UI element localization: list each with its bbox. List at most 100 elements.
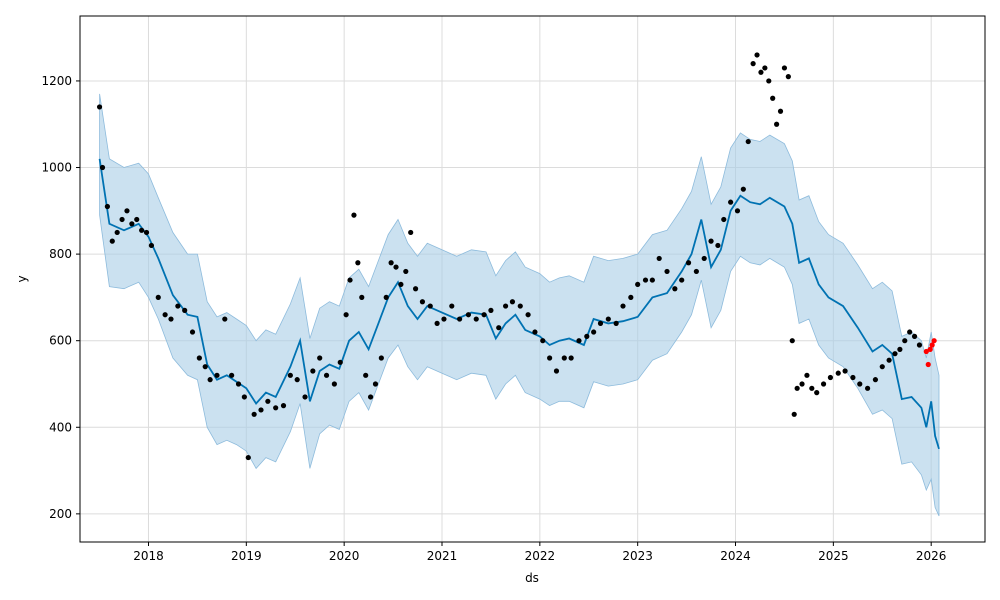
observed-point [635,281,641,288]
observed-point [897,346,903,352]
forecast-line [98,158,940,450]
observed-point [251,411,257,417]
observed-point [701,255,707,262]
observed-point [294,377,300,383]
observed-point [175,303,181,309]
observed-points-group [96,52,923,461]
observed-point [857,381,863,387]
observed-point [785,74,791,80]
observed-point [355,260,361,266]
observed-point [114,229,120,236]
observed-point [488,307,494,313]
observed-point [143,229,150,236]
observed-point [398,281,404,288]
observed-point [820,381,827,387]
observed-point [685,260,692,266]
observed-point [129,221,135,227]
observed-point [457,316,463,322]
observed-point [134,216,140,223]
observed-point [886,357,892,363]
y-axis-ticks: 200 400 600 800 1000 1200 [41,74,80,521]
x-tick-label: 2025 [818,549,849,563]
observed-point [892,351,898,357]
observed-point [337,359,343,365]
observed-point [323,372,330,378]
observed-point [827,374,834,381]
observed-point [850,374,856,381]
observed-point [139,227,145,233]
observed-point [597,320,604,326]
observed-point [584,333,590,339]
observed-point [809,385,815,391]
observed-point [317,355,323,361]
x-tick-label: 2026 [916,549,947,563]
observed-point [672,286,678,292]
plot-frame [79,15,986,543]
observed-point [124,208,130,214]
observed-point [740,186,746,192]
recent-point [925,361,931,368]
observed-point [441,316,447,322]
observed-point [777,108,784,114]
observed-point [449,303,455,309]
observed-point [907,329,913,335]
observed-point [814,390,820,396]
observed-point [708,238,714,244]
observed-point [532,329,538,335]
recent-point [923,348,929,355]
observed-point [762,65,768,71]
x-axis-label: ds [525,571,539,585]
observed-point [351,212,357,218]
observed-point [412,286,419,292]
observed-point [99,164,106,171]
x-tick-label: 2023 [622,549,653,563]
observed-point [502,303,509,309]
observed-point [202,364,208,370]
observed-point [791,411,797,417]
observed-point [343,312,349,318]
observed-point [568,355,574,361]
observed-point [383,294,389,300]
observed-point [496,325,502,331]
observed-point [804,372,810,378]
observed-point [620,303,626,309]
observed-point [280,403,287,409]
observed-point [388,260,394,266]
observed-point [331,381,337,387]
observed-point [245,454,251,461]
observed-point [241,394,247,400]
observed-point [207,377,213,383]
observed-point [553,368,560,374]
observed-point [656,255,662,262]
y-tick-label: 1000 [41,161,72,175]
observed-point [728,199,734,205]
observed-point [517,303,523,309]
observed-point [781,65,788,71]
observed-point [481,312,487,318]
observed-point [734,208,741,214]
observed-point [872,377,879,383]
observed-point [419,299,426,305]
observed-point [758,69,764,75]
observed-point [214,372,220,378]
observed-point [367,394,374,400]
observed-point [902,338,908,344]
observed-point [799,381,805,387]
observed-point [162,312,168,318]
observed-point [628,294,634,300]
observed-point [770,95,776,101]
observed-point [155,294,161,300]
observed-point [310,368,316,374]
observed-point [794,385,800,391]
observed-point [287,372,293,378]
y-tick-label: 200 [49,507,72,521]
observed-point [745,138,751,145]
observed-point [613,320,619,326]
observed-point [359,294,365,300]
observed-point [721,216,727,223]
observed-point [649,277,655,283]
y-tick-label: 600 [49,334,72,348]
recent-point [931,338,937,344]
observed-point [168,316,174,322]
observed-point [864,385,871,391]
